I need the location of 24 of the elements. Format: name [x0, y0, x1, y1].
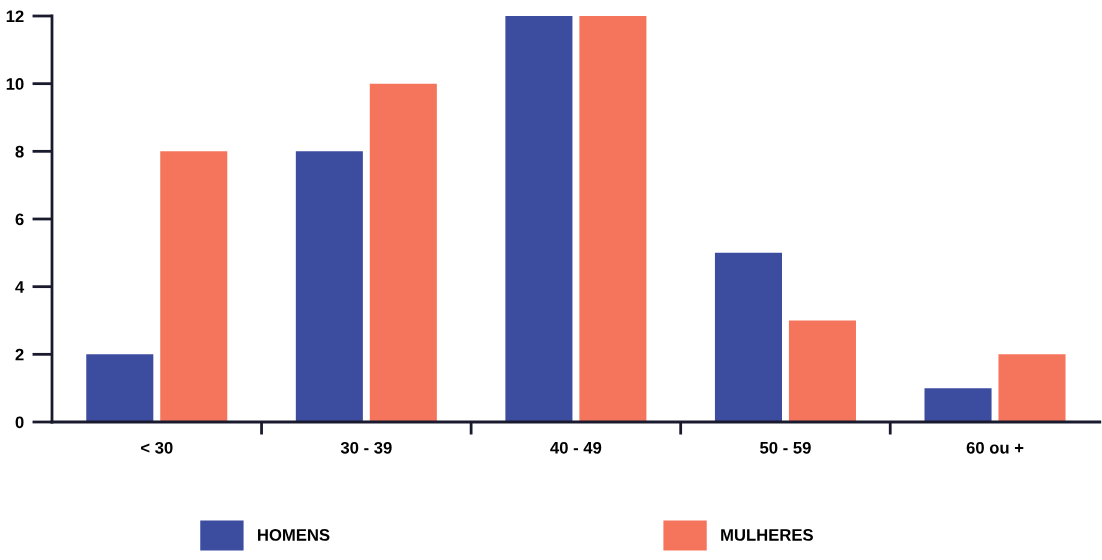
bar	[295, 151, 363, 422]
y-tick-label: 6	[15, 213, 24, 226]
x-tick-label: 50 - 59	[760, 441, 811, 454]
bar	[369, 83, 437, 422]
x-tick-label: 30 - 39	[340, 441, 392, 454]
bar	[924, 388, 992, 422]
y-tick-label: 10	[6, 78, 24, 90]
x-tick-label: 40 - 49	[550, 441, 602, 454]
bar	[160, 151, 228, 422]
bar	[505, 16, 573, 422]
y-tick-label: 8	[15, 145, 24, 158]
x-tick-label: < 30	[141, 441, 173, 454]
y-tick-label: 12	[6, 10, 24, 23]
bar	[714, 252, 782, 422]
y-tick-label: 2	[15, 348, 24, 361]
y-tick-label: 4	[15, 281, 25, 293]
bar	[579, 16, 647, 422]
legend-label: MULHERES	[721, 529, 813, 541]
bar	[998, 354, 1066, 422]
bar	[86, 354, 154, 422]
y-tick-label: 0	[15, 416, 24, 429]
x-tick-label: 60 ou +	[966, 441, 1024, 454]
legend-label: HOMENS	[258, 529, 330, 541]
bar	[788, 320, 856, 422]
